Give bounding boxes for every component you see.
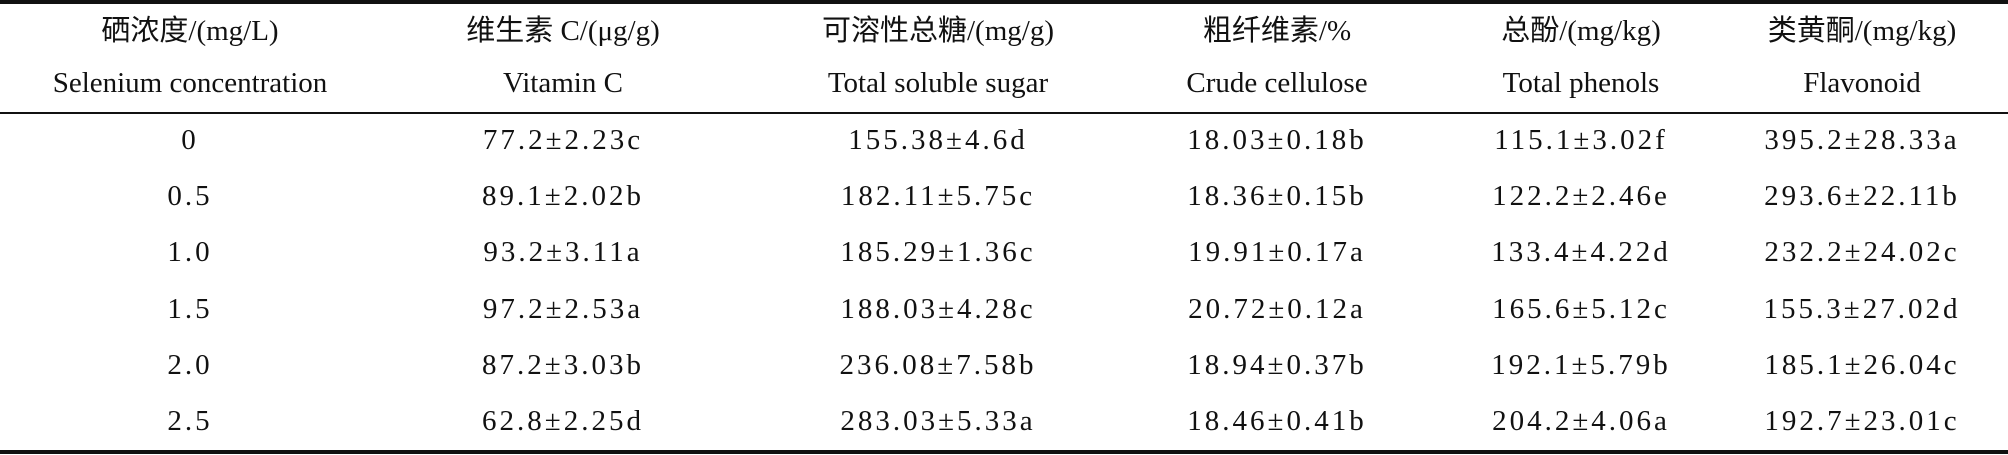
table-cell: 185.29±1.36c [840, 236, 1036, 268]
table-cell: 18.46±0.41b [1187, 405, 1367, 437]
bottom-rule [0, 450, 2008, 454]
table-cell: 89.1±2.02b [482, 180, 644, 212]
table-cell: 165.6±5.12c [1492, 293, 1670, 325]
table-cell: 155.3±27.02d [1763, 293, 1961, 325]
table-cell: 20.72±0.12a [1188, 293, 1366, 325]
header-en: Total phenols [1502, 67, 1660, 99]
table-cell: 0.5 [167, 180, 213, 212]
header-zh: 硒浓度/(mg/L) [101, 15, 279, 47]
table-cell: 87.2±3.03b [482, 349, 644, 381]
table-cell: 155.38±4.6d [848, 124, 1028, 156]
header-en: Crude cellulose [1186, 67, 1368, 99]
header-en: Total soluble sugar [827, 67, 1049, 99]
table-cell: 18.36±0.15b [1187, 180, 1367, 212]
header-en: Selenium concentration [52, 67, 328, 99]
table-cell: 18.94±0.37b [1187, 349, 1367, 381]
table-cell: 192.7±23.01c [1764, 405, 1960, 437]
table-cell: 122.2±2.46e [1492, 180, 1670, 212]
table-cell: 395.2±28.33a [1764, 124, 1960, 156]
table-cell: 133.4±4.22d [1491, 236, 1671, 268]
top-rule [0, 0, 2008, 4]
header-zh: 类黄酮/(mg/kg) [1767, 15, 1957, 47]
table-cell: 62.8±2.25d [482, 405, 644, 437]
table-cell: 115.1±3.02f [1494, 124, 1668, 156]
table-cell: 236.08±7.58b [839, 349, 1037, 381]
table-cell: 0 [181, 124, 199, 156]
header-zh: 可溶性总糖/(mg/g) [822, 15, 1054, 47]
table-cell: 1.5 [167, 293, 213, 325]
table-cell: 283.03±5.33a [840, 405, 1036, 437]
table-cell: 182.11±5.75c [840, 180, 1036, 212]
header-zh: 总酚/(mg/kg) [1501, 15, 1661, 47]
table-cell: 293.6±22.11b [1764, 180, 1960, 212]
table-cell: 19.91±0.17a [1188, 236, 1366, 268]
table-cell: 188.03±4.28c [840, 293, 1036, 325]
header-zh: 维生素 C/(μg/g) [466, 15, 660, 47]
table-cell: 2.5 [167, 405, 213, 437]
header-rule [0, 112, 2008, 114]
table-cell: 77.2±2.23c [482, 124, 644, 156]
table-cell: 204.2±4.06a [1492, 405, 1670, 437]
header-en: Vitamin C [503, 67, 623, 99]
header-zh: 粗纤维素/% [1202, 15, 1352, 47]
table-cell: 1.0 [167, 236, 213, 268]
table-cell: 18.03±0.18b [1187, 124, 1367, 156]
table-cell: 185.1±26.04c [1764, 349, 1960, 381]
table-cell: 192.1±5.79b [1491, 349, 1671, 381]
header-en: Flavonoid [1803, 67, 1921, 99]
table-cell: 2.0 [167, 349, 213, 381]
table-cell: 232.2±24.02c [1764, 236, 1960, 268]
table-cell: 97.2±2.53a [482, 293, 644, 325]
table-cell: 93.2±3.11a [483, 236, 643, 268]
